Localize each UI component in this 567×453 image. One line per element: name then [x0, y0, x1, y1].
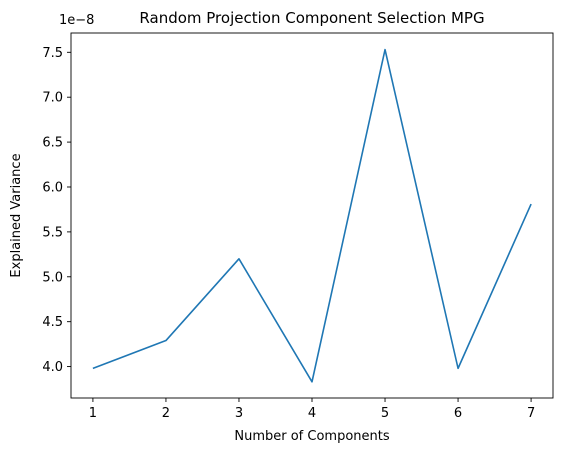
chart-title: Random Projection Component Selection MP… — [139, 9, 484, 27]
x-tick-label: 6 — [454, 406, 462, 421]
y-axis-label: Explained Variance — [9, 153, 24, 277]
y-tick-label: 6.0 — [42, 180, 63, 195]
x-tick-label: 1 — [89, 406, 97, 421]
x-tick-label: 2 — [162, 406, 170, 421]
x-axis-ticks: 1 2 3 4 5 6 7 — [89, 398, 535, 421]
x-tick-label: 3 — [235, 406, 243, 421]
y-tick-label: 7.0 — [42, 91, 63, 106]
y-tick-label: 6.5 — [42, 136, 63, 151]
x-tick-label: 4 — [308, 406, 316, 421]
series-line — [92, 48, 532, 383]
y-tick-label: 4.0 — [42, 360, 63, 375]
plot-area-frame — [70, 32, 554, 399]
y-tick-label: 5.0 — [42, 270, 63, 285]
y-axis-ticks: 4.0 4.5 5.0 5.5 6.0 6.5 7.0 7.5 — [42, 46, 71, 375]
y-axis-offset-text: 1e−8 — [59, 13, 94, 28]
x-tick-label: 7 — [527, 406, 535, 421]
y-tick-label: 7.5 — [42, 46, 63, 61]
y-tick-label: 5.5 — [42, 225, 63, 240]
y-tick-label: 4.5 — [42, 315, 63, 330]
x-tick-label: 5 — [381, 406, 389, 421]
x-axis-label: Number of Components — [234, 429, 389, 444]
